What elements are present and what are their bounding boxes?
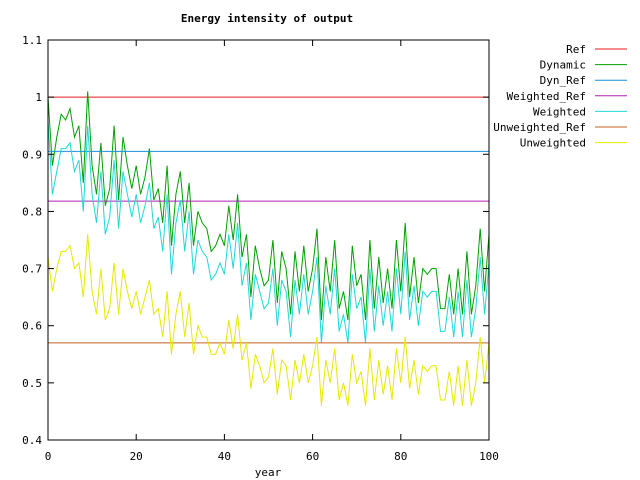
y-axis: 0.4 0.5 0.6 0.7 0.8 0.9 1 1.1 [22,34,489,447]
y-tick-label: 0.6 [22,320,42,333]
legend-label-dynamic: Dynamic [540,59,586,72]
series-line-unweighted [47,234,490,406]
y-tick-label: 0.8 [22,205,42,218]
y-tick-label: 1.1 [22,34,42,47]
x-axis: 0 20 40 60 80 100 [45,40,499,463]
x-tick-label: 40 [218,450,231,463]
x-tick-label: 100 [479,450,499,463]
x-tick-label: 60 [306,450,319,463]
y-tick-label: 1 [35,91,42,104]
x-axis-label: year [255,466,282,479]
y-tick-label: 0.9 [22,148,42,161]
x-tick-label: 20 [130,450,143,463]
legend-label-ref: Ref [566,43,586,56]
y-tick-label: 0.7 [22,263,42,276]
legend: Ref Dynamic Dyn_Ref Weighted_Ref Weighted Unw… [493,43,627,150]
series-line-dynamic [47,91,490,321]
y-tick-label: 0.5 [22,377,42,390]
chart-title: Energy intensity of output [181,12,353,25]
legend-label-dyn-ref: Dyn_Ref [540,74,586,87]
series-line-weighted [47,119,490,343]
legend-label-weighted-ref: Weighted_Ref [507,90,586,103]
legend-label-unweighted-ref: Unweighted_Ref [493,121,586,134]
legend-label-unweighted: Unweighted [520,137,586,150]
plot-frame [47,39,490,441]
plot-lines [47,91,490,406]
x-tick-label: 80 [394,450,407,463]
y-tick-label: 0.4 [22,434,42,447]
legend-label-weighted: Weighted [533,105,586,118]
x-tick-label: 0 [45,450,52,463]
